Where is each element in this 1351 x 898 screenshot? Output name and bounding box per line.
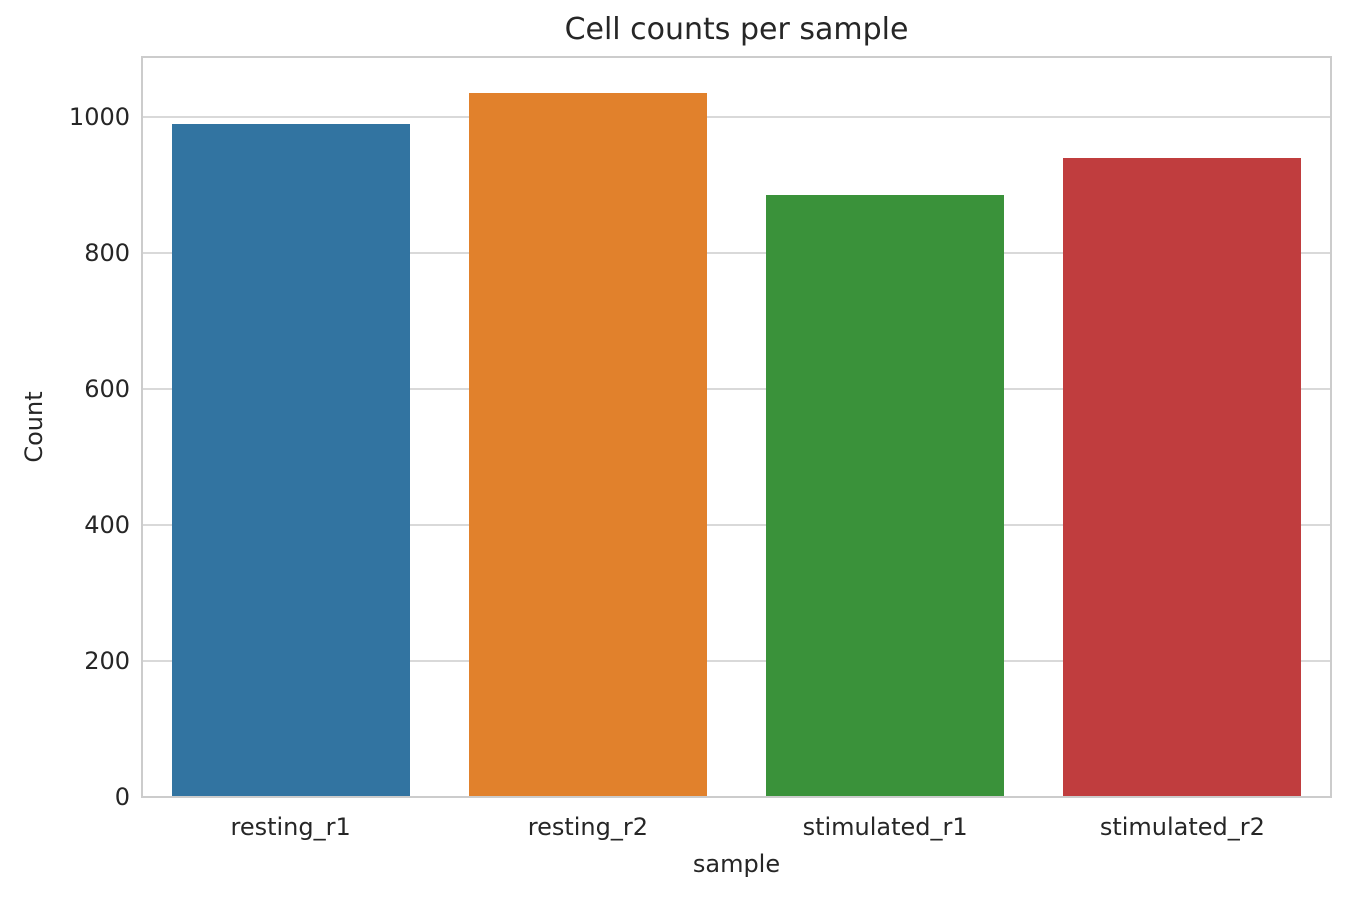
y-tick-label: 400 — [84, 511, 130, 540]
y-tick-label: 800 — [84, 239, 130, 268]
gridline — [142, 116, 1331, 119]
y-tick-label: 0 — [114, 783, 130, 811]
chart-title: Cell counts per sample — [564, 12, 909, 47]
x-tick-label: resting_r2 — [527, 813, 649, 841]
bar-resting_r1 — [171, 123, 410, 797]
bar-resting_r2 — [468, 93, 707, 797]
gridline — [142, 252, 1331, 255]
bar-stimulated_r2 — [1063, 157, 1302, 797]
y-tick-label: 600 — [84, 375, 130, 404]
gridline — [142, 524, 1331, 527]
gridline — [142, 660, 1331, 663]
x-axis-label: sample — [692, 850, 781, 878]
y-tick-label: 1000 — [68, 103, 130, 132]
y-tick-label: 200 — [84, 647, 130, 676]
bar-stimulated_r1 — [766, 195, 1005, 797]
x-tick-label: stimulated_r1 — [802, 813, 968, 841]
x-tick-label: resting_r1 — [230, 813, 351, 841]
gridline — [142, 388, 1331, 391]
x-tick-label: stimulated_r2 — [1099, 813, 1265, 841]
